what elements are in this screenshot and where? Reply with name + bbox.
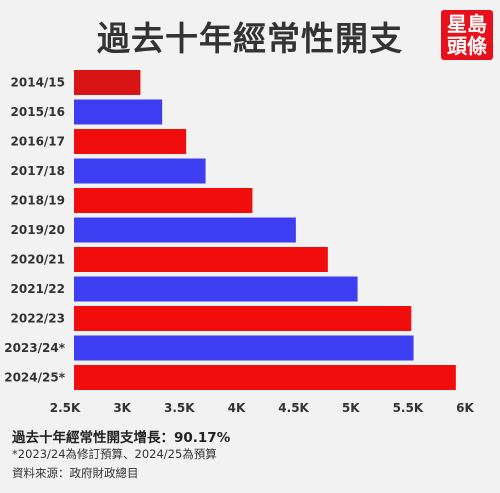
bar-2024-25- (74, 365, 456, 390)
category-label: 2019/20 (11, 223, 65, 237)
bar-2020-21 (74, 247, 328, 272)
category-label: 2021/22 (11, 282, 65, 296)
bar-2017-18 (74, 158, 206, 184)
x-tick-label: 6K (456, 401, 474, 415)
logo-line-2: 頭條 (447, 34, 487, 58)
bar-2015-16 (74, 99, 163, 125)
bar-2023-24- (74, 335, 414, 361)
category-labels: 2014/15 2015/16 2016/17 2017/18 2018/19 2019/… (4, 76, 65, 385)
category-label: 2017/18 (11, 164, 65, 178)
x-tick-label: 4.5K (278, 401, 309, 415)
category-label: 2023/24* (4, 341, 65, 355)
bar-2021-22 (74, 276, 358, 302)
x-tick-label: 2.5K (50, 401, 81, 415)
bar-2019-20 (74, 217, 296, 243)
category-label: 2016/17 (11, 135, 65, 149)
bar-2018-19 (74, 188, 253, 213)
x-tick-label: 4K (228, 401, 246, 415)
x-axis-tick-labels: 2.5K 3K 3.5K 4K 4.5K 5K 5.5K 6K (50, 401, 475, 415)
category-label: 2022/23 (11, 312, 65, 326)
category-label: 2020/21 (11, 253, 65, 267)
chart-title: 過去十年經常性開支 (97, 19, 403, 58)
bar-2014-15 (74, 70, 141, 95)
x-tick-label: 3.5K (164, 401, 195, 415)
bars-group (74, 70, 456, 390)
x-tick-label: 3K (113, 401, 131, 415)
x-tick-label: 5.5K (393, 401, 424, 415)
sing-tao-logo: 星島 頭條 (441, 10, 493, 60)
bar-2016-17 (74, 129, 187, 154)
bar-2022-23 (74, 306, 412, 331)
data-source: 資料來源：政府財政總目 (12, 466, 139, 480)
category-label: 2014/15 (11, 76, 65, 90)
category-label: 2015/16 (11, 105, 65, 119)
bar-chart: 2014/15 2015/16 2016/17 2017/18 2018/19 2019/… (4, 70, 475, 415)
footnote: *2023/24為修訂預算、2024/25為預算 (12, 447, 217, 461)
category-label: 2024/25* (4, 371, 65, 385)
logo-line-1: 星島 (447, 12, 487, 36)
x-tick-label: 5K (342, 401, 360, 415)
growth-summary: 過去十年經常性開支增長：90.17% (12, 430, 231, 446)
category-label: 2018/19 (11, 194, 65, 208)
